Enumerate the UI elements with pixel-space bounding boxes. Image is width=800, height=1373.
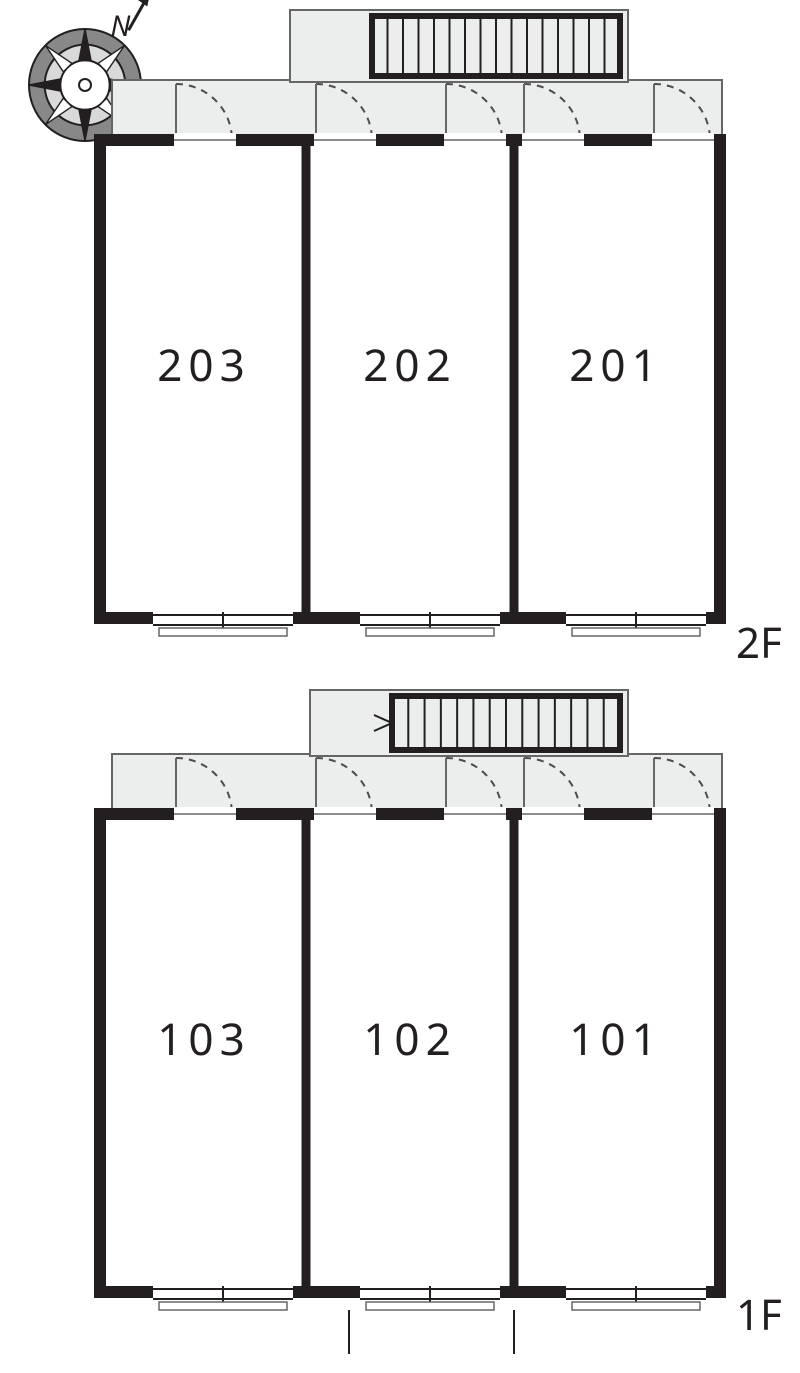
floorplan-svg: N 203 202 201 2F 103 102 101 1F xyxy=(0,0,800,1373)
floorplan-stage: N 203 202 201 2F 103 102 101 1F xyxy=(0,0,800,1373)
floor-label-2F: 2F xyxy=(736,614,782,671)
unit-label-103: 103 xyxy=(157,1008,251,1068)
floor-2F: 203 202 201 2F xyxy=(100,10,782,671)
unit-label-101: 101 xyxy=(569,1008,663,1068)
unit-label-202: 202 xyxy=(363,334,457,394)
unit-label-102: 102 xyxy=(363,1008,457,1068)
floor-1F: 103 102 101 1F xyxy=(100,690,782,1354)
compass-north-label: N xyxy=(111,7,131,45)
floor-label-1F: 1F xyxy=(736,1286,782,1343)
unit-label-201: 201 xyxy=(569,334,663,394)
unit-label-203: 203 xyxy=(157,334,251,394)
